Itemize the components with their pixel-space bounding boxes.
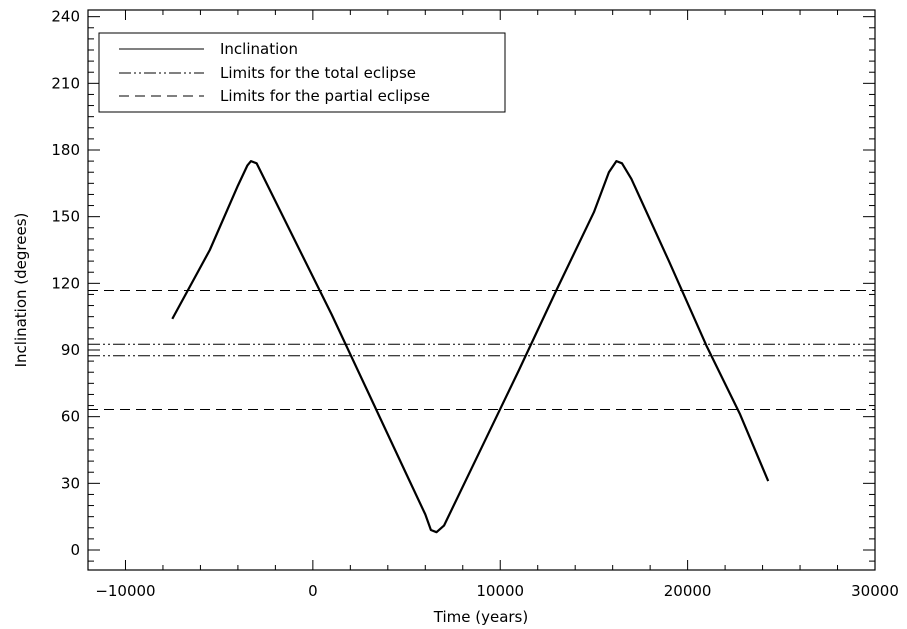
axis-ticks <box>87 10 876 570</box>
legend: Inclination Limits for the total eclipse… <box>98 32 506 113</box>
series-line-0 <box>171 160 770 534</box>
x-tick-label: 20000 <box>664 582 712 600</box>
x-tick-label: 0 <box>308 582 318 600</box>
legend-label-inclination: Inclination <box>220 40 298 58</box>
plot-frame <box>87 9 876 571</box>
x-axis-title: Time (years) <box>433 608 528 626</box>
y-tick-label: 0 <box>70 541 80 559</box>
x-tick-label: −10000 <box>95 582 155 600</box>
legend-label-partial-eclipse: Limits for the partial eclipse <box>220 87 430 105</box>
lines-layer <box>88 160 875 534</box>
legend-label-total-eclipse: Limits for the total eclipse <box>220 64 416 82</box>
y-tick-label: 120 <box>51 274 80 292</box>
x-tick-label: 10000 <box>476 582 524 600</box>
y-tick-label: 180 <box>51 141 80 159</box>
y-tick-label: 30 <box>61 474 80 492</box>
x-tick-label: 30000 <box>851 582 899 600</box>
y-tick-label: 210 <box>51 74 80 92</box>
y-tick-label: 240 <box>51 8 80 26</box>
y-tick-label: 90 <box>61 341 80 359</box>
legend-box <box>98 32 506 113</box>
y-tick-label: 60 <box>61 408 80 426</box>
tick-labels: −10000 0 10000 20000 30000 0 30 60 90 120 150 180 21… <box>51 8 899 600</box>
y-tick-label: 150 <box>51 208 80 226</box>
y-axis-title: Inclination (degrees) <box>12 213 30 368</box>
